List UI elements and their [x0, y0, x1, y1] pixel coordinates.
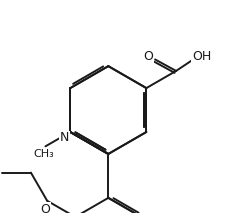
Text: CH₃: CH₃: [33, 149, 54, 159]
Text: OH: OH: [191, 50, 210, 63]
Text: O: O: [143, 50, 152, 63]
Text: N: N: [60, 131, 69, 144]
Text: O: O: [40, 203, 50, 216]
